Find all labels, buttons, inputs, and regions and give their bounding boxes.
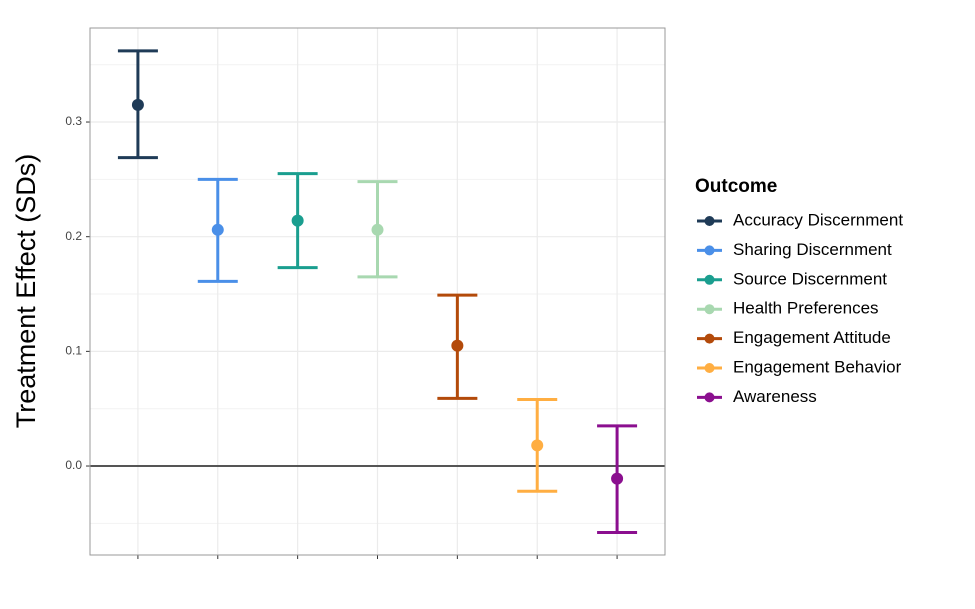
point [211, 223, 224, 236]
legend-label: Health Preferences [733, 299, 879, 318]
legend-label: Accuracy Discernment [733, 210, 903, 229]
legend-key-dot [704, 392, 715, 403]
y-tick-label: 0.2 [65, 229, 82, 243]
plot-border [89, 27, 666, 556]
legend-label: Sharing Discernment [733, 240, 892, 259]
legend-label: Engagement Behavior [733, 357, 902, 376]
legend-label: Engagement Attitude [733, 328, 891, 347]
y-tick-label: 0.1 [65, 344, 82, 358]
legend-title: Outcome [695, 176, 777, 197]
point [291, 214, 304, 227]
y-tick-label: 0.0 [65, 458, 82, 472]
point [131, 98, 144, 111]
point [531, 439, 544, 452]
legend-key-dot [704, 245, 715, 256]
y-tick-label: 0.3 [65, 114, 82, 128]
point [451, 339, 464, 352]
point [611, 472, 624, 485]
legend-key-dot [704, 274, 715, 285]
legend-key-dot [704, 363, 715, 373]
legend-key-dot [704, 333, 715, 344]
point [371, 223, 384, 236]
legend-key-dot [704, 216, 715, 226]
legend-key-dot [704, 304, 715, 315]
legend-label: Awareness [733, 387, 817, 406]
y-axis-label: Treatment Effect (SDs) [11, 154, 41, 429]
legend-label: Source Discernment [733, 269, 887, 288]
